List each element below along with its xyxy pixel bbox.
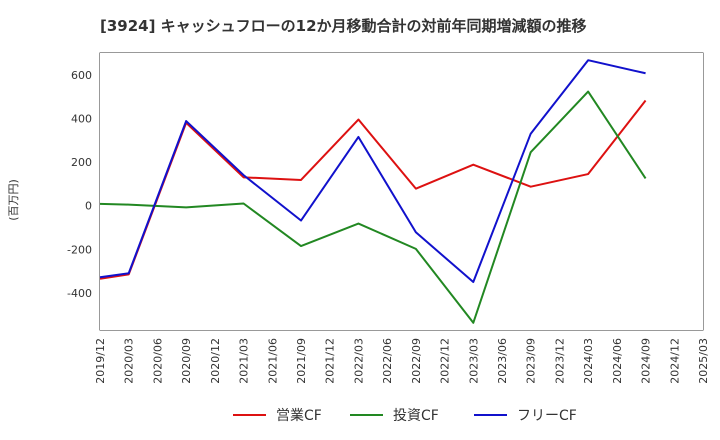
y-tick-label: -400 (67, 287, 92, 300)
x-tick-label: 2020/09 (180, 338, 193, 384)
plot-area (100, 53, 703, 330)
plot-background (100, 53, 703, 330)
x-tick-label: 2024/06 (611, 338, 624, 384)
series-line (99, 59, 646, 284)
x-tick-label: 2021/06 (266, 338, 279, 384)
x-tick-label: 2020/12 (209, 338, 222, 384)
x-tick-label: 2022/06 (381, 338, 394, 384)
legend-label: フリーCF (517, 408, 577, 424)
x-tick-labels: 2019/12 2020/03 2020/06 2020/09 2020/12 2021/… (94, 338, 710, 384)
x-tick-label: 2023/12 (553, 338, 566, 384)
x-tick-label: 2022/09 (410, 338, 423, 384)
y-tick-label: -200 (67, 243, 92, 256)
x-tick-label: 2021/09 (295, 338, 308, 384)
x-tick-label: 2022/12 (439, 338, 452, 384)
chart-title: [3924] キャッシュフローの12か月移動合計の対前年同期増減額の推移 (100, 17, 587, 35)
legend-label: 投資CF (393, 408, 439, 424)
series-lines (99, 59, 647, 324)
y-tick-label: 600 (71, 69, 92, 82)
legend: 営業CF 投資CF フリーCF (233, 408, 577, 424)
x-tick-label: 2024/12 (668, 338, 681, 384)
legend-label: 営業CF (276, 408, 322, 424)
x-tick-label: 2019/12 (94, 338, 107, 384)
y-axis-label: (百万円) (7, 179, 20, 221)
y-tick-label: 0 (85, 200, 92, 213)
x-tick-label: 2021/03 (238, 338, 251, 384)
x-tick-label: 2023/09 (525, 338, 538, 384)
x-tick-label: 2023/03 (467, 338, 480, 384)
x-tick-label: 2021/12 (324, 338, 337, 384)
series-line (99, 90, 647, 324)
x-tick-label: 2022/03 (352, 338, 365, 384)
x-tick-label: 2023/06 (496, 338, 509, 384)
y-tick-label: 400 (71, 112, 92, 125)
x-tick-label: 2020/06 (151, 338, 164, 384)
y-tick-label: 200 (71, 156, 92, 169)
x-tick-label: 2025/03 (697, 338, 710, 384)
y-tick-labels: -400 -200 0 200 400 600 (67, 69, 92, 300)
x-tick-label: 2020/03 (123, 338, 136, 384)
x-tick-label: 2024/03 (582, 338, 595, 384)
x-tick-label: 2024/09 (640, 338, 653, 384)
